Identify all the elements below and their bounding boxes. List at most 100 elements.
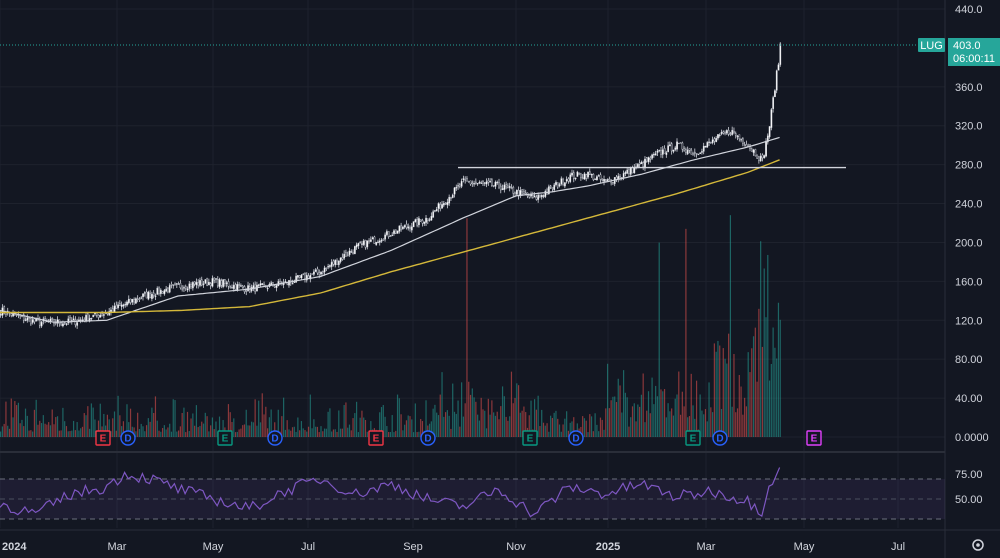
candle-body (22, 314, 25, 321)
volume-bar (744, 397, 746, 437)
volume-bar (400, 414, 402, 437)
candle-body (713, 138, 716, 142)
candle-body (170, 284, 173, 286)
candle-body (359, 241, 362, 244)
candle-body (548, 186, 550, 195)
candle-body (386, 231, 388, 235)
volume-bar (729, 215, 731, 437)
volume-bar (48, 422, 50, 437)
candle-body (766, 135, 769, 143)
candle-body (238, 284, 241, 286)
candle-body (259, 283, 262, 286)
candle-body (316, 268, 319, 274)
candle-body (446, 201, 449, 206)
earnings-badge[interactable] (368, 430, 384, 446)
volume-bar (610, 400, 612, 437)
volume-bar (354, 413, 356, 437)
candle-body (642, 162, 645, 167)
earnings-badge[interactable] (806, 430, 822, 446)
volume-bar (498, 419, 500, 437)
volume-bar (396, 394, 399, 437)
volume-bar (635, 421, 637, 437)
earnings-badge[interactable] (522, 430, 538, 446)
candle-body (594, 178, 597, 180)
dividend-badge[interactable] (120, 430, 136, 446)
time-axis-tick: Mar (697, 541, 716, 553)
candle-body (186, 288, 189, 291)
volume-bar (283, 397, 285, 437)
time-axis-tick: Jul (891, 541, 905, 553)
candle-body (656, 150, 659, 153)
volume-bar (339, 428, 342, 437)
candle-body (275, 285, 278, 288)
candle-body (564, 182, 566, 187)
volume-bar (715, 351, 717, 437)
volume-bar (623, 370, 625, 437)
gear-icon[interactable] (972, 539, 984, 551)
volume-bar (667, 403, 669, 437)
volume-bar (185, 432, 187, 437)
price-axis-tick: 40.00 (955, 393, 983, 405)
volume-bar (617, 378, 619, 437)
time-axis-tick: Sep (403, 541, 423, 553)
candle-body (332, 260, 335, 265)
volume-bar (379, 412, 381, 437)
time-axis-tick: 2024 (2, 541, 27, 553)
volume-bar (544, 425, 546, 437)
earnings-badge[interactable] (95, 430, 111, 446)
volume-bar (633, 403, 635, 437)
candle-body (437, 203, 440, 209)
volume-bar (628, 426, 630, 437)
volume-bar (331, 431, 333, 437)
volume-bar (1, 426, 3, 437)
volume-bar (478, 420, 481, 437)
candle-body (549, 185, 552, 187)
dividend-badge[interactable] (267, 430, 283, 446)
volume-bar (87, 406, 89, 437)
candle-body (167, 287, 169, 293)
volume-bar (14, 401, 16, 437)
candle-body (496, 181, 499, 184)
candle-body (558, 184, 561, 187)
volume-bar (210, 425, 212, 437)
earnings-badge[interactable] (217, 430, 233, 446)
volume-bar (564, 418, 566, 437)
candle-body (336, 260, 338, 265)
candle-body (718, 134, 721, 136)
candle-body (87, 313, 89, 322)
candle-body (555, 182, 557, 185)
candle-body (393, 230, 395, 234)
candle-body (560, 178, 563, 185)
candle-body (416, 218, 419, 226)
volume-bar (555, 410, 557, 437)
volume-bar (639, 406, 641, 437)
dividend-badge[interactable] (568, 430, 584, 446)
symbol-label: LUG (920, 40, 943, 52)
candle-body (215, 278, 217, 280)
candle-body (192, 282, 194, 289)
volume-bar (765, 317, 767, 437)
candle-body (605, 179, 607, 181)
volume-bar (749, 372, 751, 437)
volume-bar (270, 409, 272, 437)
earnings-badge[interactable] (685, 430, 701, 446)
candle-body (384, 234, 386, 240)
candle-body (40, 321, 43, 327)
volume-bar (347, 427, 349, 437)
candle-body (345, 252, 347, 257)
dividend-badge[interactable] (712, 430, 728, 446)
volume-bar (405, 420, 408, 437)
dividend-badge[interactable] (420, 430, 436, 446)
volume-bar (489, 414, 491, 437)
volume-bar (772, 327, 774, 437)
volume-bar (188, 431, 190, 437)
candle-body (106, 313, 109, 315)
candle-body (585, 174, 588, 179)
volume-bar (64, 421, 66, 437)
volume-bar (300, 421, 303, 437)
candle-body (521, 189, 524, 193)
volume-bar (699, 394, 701, 437)
volume-bar (151, 407, 153, 437)
candle-body (334, 259, 337, 266)
